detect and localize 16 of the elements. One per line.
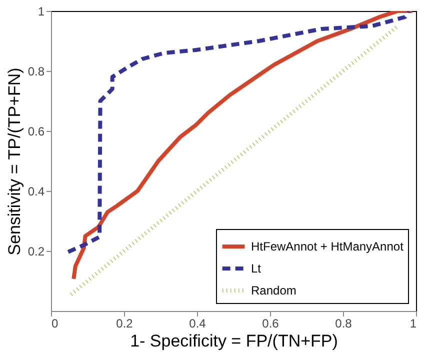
legend-label: Random [251, 284, 296, 298]
y-tick-label: 0.2 [28, 244, 45, 258]
x-tick-label: 0.2 [116, 316, 134, 330]
x-tick-label: 0.4 [189, 316, 206, 330]
y-tick-label: 0.4 [28, 184, 45, 198]
legend-label: Lt [251, 262, 262, 276]
x-tick-label: 0.8 [335, 316, 352, 330]
y-tick-label: 1 [38, 4, 45, 18]
x-axis-title: 1- Specificity = FP/(TN+FP) [130, 332, 338, 350]
legend-label: HtFewAnnot + HtManyAnnot [251, 240, 404, 254]
y-tick-label: 0.6 [28, 124, 45, 138]
x-tick-label: 1 [410, 316, 417, 330]
y-axis-title: Sensitivity = TP/(TP+FN) [4, 68, 24, 256]
x-tick-label: 0.6 [262, 316, 280, 330]
x-tick-label: 0 [52, 316, 58, 330]
y-tick-label: 0.8 [28, 64, 45, 78]
